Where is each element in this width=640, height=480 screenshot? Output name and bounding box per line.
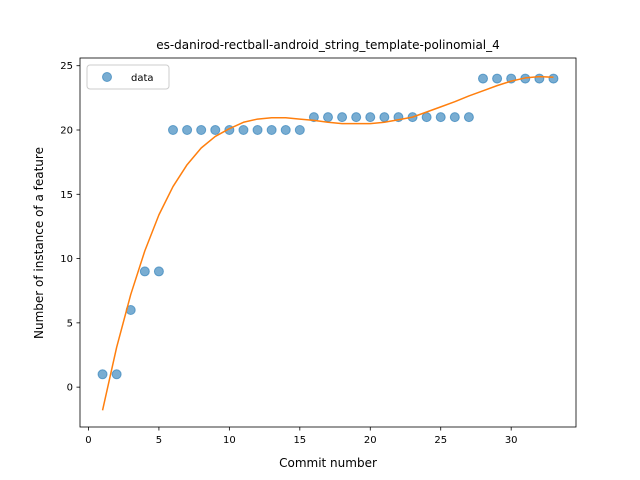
data-point bbox=[252, 125, 263, 135]
x-tick-label: 25 bbox=[434, 435, 447, 446]
legend-box bbox=[86, 64, 170, 90]
data-point bbox=[294, 125, 305, 135]
data-point bbox=[182, 125, 193, 135]
legend: data bbox=[86, 64, 170, 90]
data-point bbox=[534, 73, 545, 84]
x-tick-label: 20 bbox=[364, 435, 377, 446]
x-tick-label: 15 bbox=[293, 435, 306, 446]
y-axis-title: Number of instance of a feature bbox=[32, 147, 46, 339]
data-point bbox=[210, 125, 221, 135]
data-point bbox=[97, 369, 108, 380]
data-point bbox=[238, 125, 249, 135]
data-point bbox=[548, 73, 559, 84]
data-point bbox=[196, 125, 207, 135]
x-axis-title: Commit number bbox=[279, 456, 377, 470]
data-point bbox=[351, 112, 362, 123]
data-point bbox=[365, 112, 376, 123]
axes-frame bbox=[79, 57, 577, 428]
data-point bbox=[478, 73, 488, 84]
x-tick-label: 10 bbox=[223, 435, 236, 446]
data-point bbox=[337, 112, 348, 123]
y-tick-label: 5 bbox=[67, 318, 73, 329]
legend-marker-data bbox=[102, 72, 112, 82]
fit-line bbox=[101, 75, 554, 411]
data-point bbox=[308, 112, 319, 123]
data-point bbox=[379, 112, 390, 123]
y-tick-label: 0 bbox=[67, 383, 73, 394]
data-point bbox=[449, 112, 460, 123]
y-tick-label: 10 bbox=[60, 254, 73, 265]
data-point bbox=[111, 369, 122, 380]
y-tick-label: 25 bbox=[60, 61, 73, 72]
data-point bbox=[421, 112, 432, 123]
data-point bbox=[463, 112, 474, 123]
data-point bbox=[280, 125, 291, 135]
chart-title: es-danirod-rectball-android_string_templ… bbox=[156, 38, 500, 52]
data-point bbox=[323, 112, 333, 123]
data-point bbox=[266, 125, 277, 135]
data-point bbox=[435, 112, 446, 123]
legend-label-data: data bbox=[131, 73, 154, 84]
data-point bbox=[153, 266, 164, 277]
x-tick-label: 0 bbox=[85, 435, 91, 446]
x-tick-label: 30 bbox=[505, 435, 518, 446]
data-point bbox=[168, 125, 178, 135]
x-tick-label: 5 bbox=[156, 435, 162, 446]
data-point bbox=[139, 266, 150, 277]
y-tick-label: 15 bbox=[60, 190, 73, 201]
plot-area: 0 5 10 15 20 25 30 0 5 10 15 20 25 bbox=[60, 57, 577, 446]
data-point bbox=[492, 73, 503, 84]
y-tick-label: 20 bbox=[60, 126, 73, 137]
